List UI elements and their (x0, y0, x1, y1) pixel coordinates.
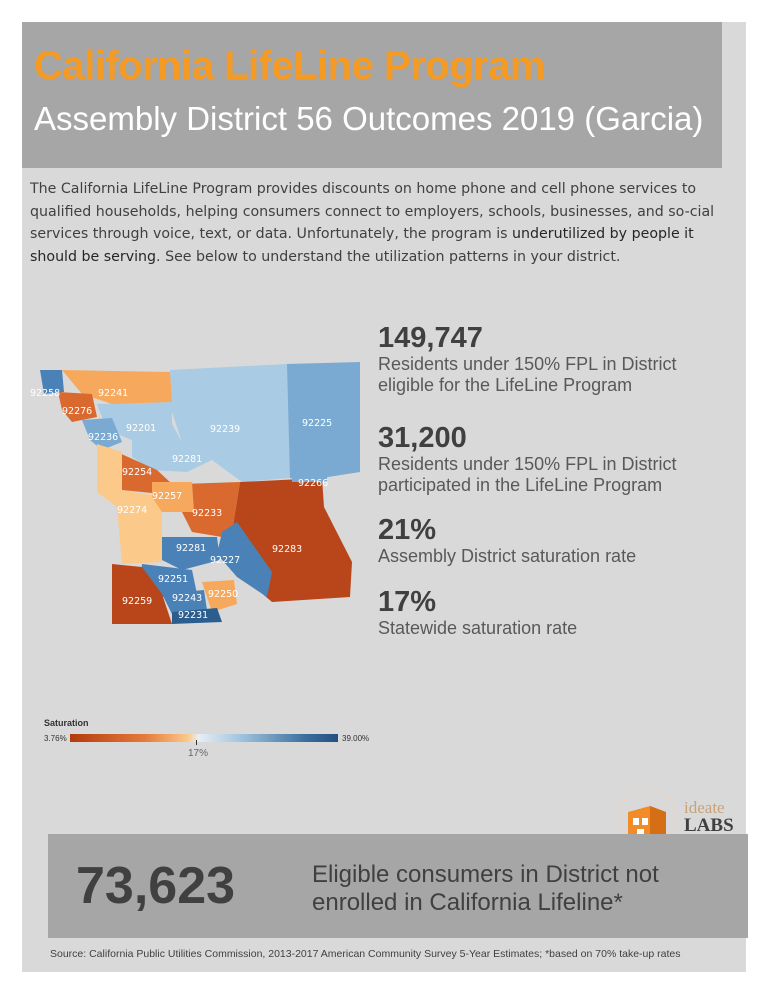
stat-district-saturation: 21% Assembly District saturation rate (378, 514, 636, 567)
zip-label: 92259 (122, 596, 152, 607)
zip-region-92281-north (132, 424, 212, 472)
stat-label: Assembly District saturation rate (378, 546, 637, 566)
zip-region-92266 (290, 462, 327, 482)
footer-message: Eligible consumers in District not enrol… (312, 861, 659, 916)
intro-paragraph: The California LifeLine Program provides… (30, 178, 730, 268)
zip-label: 92257 (152, 491, 182, 502)
stat-value: 31,200 (378, 422, 467, 454)
legend-statewide-label: 17% (188, 748, 209, 759)
legend-gradient-bar (70, 734, 338, 742)
zip-label: 92225 (302, 418, 332, 429)
zip-region-92233 (182, 482, 240, 537)
footer-big-number: 73,623 (76, 857, 236, 915)
zip-label: 92250 (208, 589, 238, 600)
legend-max: 39.00% (342, 734, 370, 743)
zip-label: 92243 (172, 593, 202, 604)
zip-label: 92281 (172, 454, 202, 465)
zip-label: 92254 (122, 467, 152, 478)
intro-text-a: The California LifeLine Program provides… (30, 181, 715, 242)
logo-ideate-text: ideate (684, 798, 725, 817)
stat-label: Residents under 150% FPL in District par… (378, 454, 677, 495)
zip-label: 92283 (272, 544, 302, 555)
zip-label: 92231 (178, 610, 208, 621)
legend-min: 3.76% (44, 734, 67, 743)
stat-label: Statewide saturation rate (378, 618, 578, 638)
zip-label: 92239 (210, 424, 240, 435)
zip-region-92243 (162, 590, 207, 614)
zip-label: 92241 (98, 388, 128, 399)
zip-label: 92276 (62, 406, 92, 417)
header-banner: California LifeLine Program Assembly Dis… (22, 22, 722, 168)
legend-title: Saturation (44, 718, 89, 728)
zip-label: 92266 (298, 478, 328, 489)
intro-text-strong: underutilized by people it should be ser… (30, 226, 694, 265)
zip-label: 92258 (30, 388, 60, 399)
stat-label: Residents under 150% FPL in District eli… (378, 354, 677, 395)
source-note: Source: California Public Utilities Comm… (50, 948, 681, 960)
zip-label: 92274 (117, 505, 147, 516)
zip-label: 92236 (88, 432, 118, 443)
zip-region-92225 (287, 362, 360, 478)
zip-region-92276 (58, 392, 97, 422)
stat-value: 17% (378, 586, 437, 618)
zip-label: 92251 (158, 574, 188, 585)
district-map: 92258 92241 92276 92236 92201 92239 9222… (30, 362, 360, 624)
saturation-legend: Saturation 3.76% 39.00% 17% (44, 718, 384, 778)
zip-label: 92281 (176, 543, 206, 554)
zip-label: 92227 (210, 555, 240, 566)
page-title: California LifeLine Program (34, 44, 546, 88)
infographic-page: California LifeLine Program Assembly Dis… (22, 22, 748, 972)
logo-labs-text: LABS (684, 815, 734, 836)
zip-region-92236 (82, 418, 122, 450)
zip-region-92227 (217, 522, 272, 597)
zip-region-92231 (172, 608, 222, 624)
zip-region-92274 (97, 444, 162, 564)
zip-region-92281 (162, 537, 220, 570)
zip-region-92250 (202, 580, 237, 612)
legend-statewide-marker (196, 740, 197, 745)
zip-label: 92201 (126, 423, 156, 434)
zip-label: 92233 (192, 508, 222, 519)
zip-region-92259 (112, 564, 172, 624)
footer-callout: 73,623 Eligible consumers in District no… (48, 834, 748, 938)
stat-eligible: 149,747 Residents under 150% FPL in Dist… (378, 322, 728, 396)
stat-value: 149,747 (378, 322, 483, 354)
zip-region-92257 (152, 482, 194, 512)
stat-statewide-saturation: 17% Statewide saturation rate (378, 586, 577, 639)
stat-participated: 31,200 Residents under 150% FPL in Distr… (378, 422, 728, 496)
zip-region-92258 (40, 370, 64, 394)
zip-region-92239 (170, 364, 290, 482)
page-subtitle: Assembly District 56 Outcomes 2019 (Garc… (34, 100, 704, 137)
intro-text-b: . See below to understand the utilizatio… (156, 248, 621, 265)
stat-value: 21% (378, 514, 437, 546)
